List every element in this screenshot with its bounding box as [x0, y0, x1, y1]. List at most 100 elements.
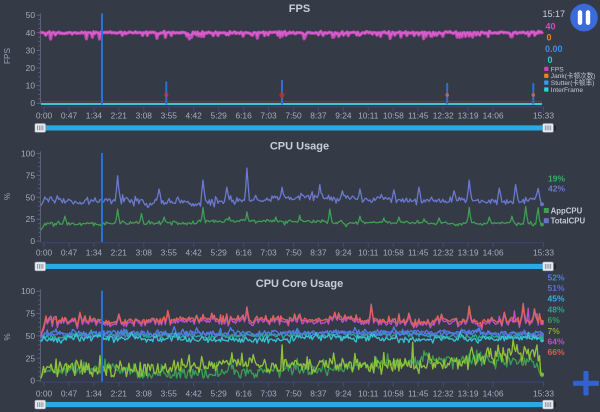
svg-text:3:08: 3:08 — [136, 389, 153, 399]
svg-text:5:29: 5:29 — [211, 389, 228, 399]
svg-text:40: 40 — [26, 28, 36, 38]
svg-text:15:33: 15:33 — [533, 111, 554, 121]
svg-text:12:32: 12:32 — [433, 111, 454, 121]
svg-text:7:50: 7:50 — [285, 111, 302, 121]
svg-text:0:47: 0:47 — [61, 111, 78, 121]
svg-text:0: 0 — [548, 55, 553, 65]
svg-text:Jank(卡顿次数): Jank(卡顿次数) — [551, 71, 596, 80]
svg-text:100: 100 — [21, 286, 35, 296]
svg-text:0:47: 0:47 — [61, 248, 78, 258]
svg-text:0:00: 0:00 — [36, 389, 53, 399]
svg-text:2:21: 2:21 — [111, 111, 128, 121]
svg-text:50: 50 — [26, 192, 36, 202]
svg-text:64%: 64% — [548, 337, 565, 347]
svg-text:15:33: 15:33 — [533, 389, 554, 399]
svg-text:9:24: 9:24 — [335, 111, 352, 121]
svg-text:13:19: 13:19 — [458, 389, 479, 399]
svg-text:13:19: 13:19 — [458, 248, 479, 258]
svg-text:10:58: 10:58 — [383, 248, 404, 258]
svg-text:0:00: 0:00 — [36, 248, 53, 258]
svg-text:15:33: 15:33 — [533, 248, 554, 258]
svg-text:4:42: 4:42 — [186, 111, 203, 121]
svg-text:4:42: 4:42 — [186, 248, 203, 258]
svg-text:42%: 42% — [548, 184, 565, 194]
svg-text:10:58: 10:58 — [383, 389, 404, 399]
svg-text:7:03: 7:03 — [260, 248, 277, 258]
svg-text:50: 50 — [26, 331, 36, 341]
svg-text:12:32: 12:32 — [433, 389, 454, 399]
svg-text:FPS: FPS — [289, 3, 310, 15]
svg-text:51%: 51% — [548, 283, 565, 293]
svg-text:1:34: 1:34 — [86, 389, 103, 399]
svg-text:10:11: 10:11 — [358, 111, 379, 121]
svg-text:75: 75 — [26, 309, 36, 319]
svg-text:52%: 52% — [548, 272, 565, 282]
svg-text:1:34: 1:34 — [86, 111, 103, 121]
svg-text:9:24: 9:24 — [335, 248, 352, 258]
svg-text:6:16: 6:16 — [235, 111, 252, 121]
svg-text:13:19: 13:19 — [458, 111, 479, 121]
svg-text:3:08: 3:08 — [136, 248, 153, 258]
svg-text:2:21: 2:21 — [111, 389, 128, 399]
svg-text:1:34: 1:34 — [86, 248, 103, 258]
svg-text:6:16: 6:16 — [235, 389, 252, 399]
svg-text:100: 100 — [21, 149, 35, 159]
svg-text:Stutter(卡顿率): Stutter(卡顿率) — [551, 78, 595, 87]
svg-text:19%: 19% — [548, 173, 565, 183]
svg-text:15:17: 15:17 — [543, 9, 566, 19]
svg-text:8:37: 8:37 — [310, 248, 327, 258]
svg-text:6:16: 6:16 — [235, 248, 252, 258]
svg-text:12:32: 12:32 — [433, 248, 454, 258]
svg-text:%: % — [3, 193, 12, 200]
svg-text:7:50: 7:50 — [285, 389, 302, 399]
svg-text:0: 0 — [30, 236, 35, 246]
svg-text:40: 40 — [546, 21, 556, 31]
svg-text:10:11: 10:11 — [358, 248, 379, 258]
svg-text:14:06: 14:06 — [483, 111, 504, 121]
svg-text:25: 25 — [26, 214, 36, 224]
svg-text:AppCPU: AppCPU — [551, 206, 583, 215]
svg-text:3:55: 3:55 — [161, 111, 178, 121]
svg-text:30: 30 — [26, 45, 36, 55]
svg-text:45%: 45% — [548, 294, 565, 304]
svg-text:11:45: 11:45 — [408, 389, 429, 399]
svg-text:InterFrame: InterFrame — [551, 87, 584, 94]
svg-text:4:42: 4:42 — [186, 389, 203, 399]
svg-text:8:37: 8:37 — [310, 111, 327, 121]
svg-text:7:03: 7:03 — [260, 111, 277, 121]
svg-text:0.00: 0.00 — [545, 44, 563, 54]
svg-text:9:24: 9:24 — [335, 389, 352, 399]
svg-text:25: 25 — [26, 353, 36, 363]
svg-text:10: 10 — [26, 81, 36, 91]
svg-text:20: 20 — [26, 63, 36, 73]
svg-text:6%: 6% — [548, 315, 561, 325]
svg-text:CPU Core Usage: CPU Core Usage — [256, 278, 343, 290]
svg-text:5:29: 5:29 — [211, 248, 228, 258]
svg-text:0:47: 0:47 — [61, 389, 78, 399]
svg-text:14:06: 14:06 — [483, 248, 504, 258]
svg-text:66%: 66% — [548, 347, 565, 357]
svg-text:FPS: FPS — [551, 66, 564, 73]
svg-text:TotalCPU: TotalCPU — [551, 217, 586, 226]
svg-text:50: 50 — [26, 10, 36, 20]
svg-text:7:50: 7:50 — [285, 248, 302, 258]
svg-text:7:03: 7:03 — [260, 389, 277, 399]
svg-text:10:58: 10:58 — [383, 111, 404, 121]
svg-text:0:00: 0:00 — [36, 111, 53, 121]
svg-text:75: 75 — [26, 170, 36, 180]
svg-text:2:21: 2:21 — [111, 248, 128, 258]
svg-text:48%: 48% — [548, 304, 565, 314]
svg-text:11:45: 11:45 — [408, 111, 429, 121]
svg-text:0: 0 — [30, 376, 35, 386]
svg-text:3:55: 3:55 — [161, 389, 178, 399]
svg-text:7%: 7% — [548, 326, 561, 336]
svg-text:5:29: 5:29 — [211, 111, 228, 121]
svg-text:0: 0 — [547, 33, 552, 43]
svg-text:8:37: 8:37 — [310, 389, 327, 399]
svg-text:0: 0 — [30, 98, 35, 108]
svg-text:3:08: 3:08 — [136, 111, 153, 121]
svg-text:%: % — [3, 333, 12, 340]
svg-text:11:45: 11:45 — [408, 248, 429, 258]
svg-text:FPS: FPS — [3, 48, 12, 64]
svg-text:10:11: 10:11 — [358, 389, 379, 399]
